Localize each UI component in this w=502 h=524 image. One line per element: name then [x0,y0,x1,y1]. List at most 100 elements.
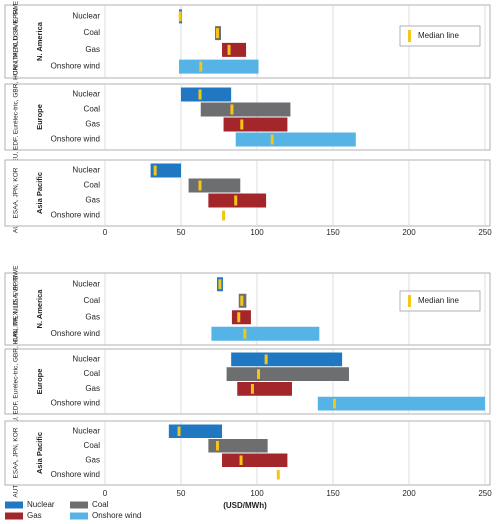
range-bar [222,453,288,467]
category-label: Onshore wind [51,211,100,220]
median-line [177,426,181,436]
category-label: Onshore wind [51,470,100,479]
median-legend-label: Median line [418,31,459,40]
category-label: Coal [84,105,101,114]
legend-swatch [70,501,88,509]
legend-swatch [5,512,23,520]
x-tick-label: 100 [250,228,264,237]
x-tick-label: 250 [478,489,492,498]
x-tick-label: 0 [103,228,108,237]
range-bar [231,352,343,367]
region-label: Europe [35,104,44,130]
x-tick-label: 50 [177,489,186,498]
region-label: Asia Pacific [35,172,44,214]
median-legend-swatch [408,295,411,307]
range-bar [168,424,223,438]
median-line [198,89,202,100]
country-list: ESAA, JPN, KOR [13,427,20,478]
category-label: Coal [84,441,101,450]
country-list: CAN, MEX, USA, EPRI [13,275,20,342]
category-label: Onshore wind [51,329,100,338]
category-label: Nuclear [72,90,100,99]
median-line [198,180,202,191]
median-line [215,28,219,39]
x-tick-label: 150 [326,489,340,498]
country-list: AUT, BEL, CHE, CZE, DEU, EDF, Eurélec-tr… [13,265,20,498]
category-label: Coal [84,296,101,305]
range-bar [188,178,241,193]
median-line [243,328,247,339]
median-legend-label: Median line [418,296,459,305]
range-bar [223,117,288,132]
category-label: Onshore wind [51,135,100,144]
range-bar [200,102,291,117]
region-label: Europe [35,369,44,395]
median-line [230,104,234,115]
category-label: Gas [85,45,100,54]
category-label: Gas [85,455,100,464]
range-bar [181,87,232,102]
region-label: N. America [35,289,44,329]
range-bar [179,59,259,74]
median-line [264,354,268,365]
range-bar [226,367,349,381]
category-label: Onshore wind [51,62,100,71]
range-bar [231,310,251,325]
category-label: Coal [84,28,101,37]
median-legend-box [399,290,481,312]
x-tick-label: 0 [103,489,108,498]
range-bar [208,193,267,208]
category-label: Onshore wind [51,399,100,408]
range-bar [235,132,356,147]
range-bar [211,326,320,341]
x-tick-label: 100 [250,489,264,498]
country-list: ESAA, JPN, KOR [13,167,20,218]
region-label: N. America [35,21,44,61]
category-label: Nuclear [72,354,100,363]
category-label: Nuclear [72,166,100,175]
median-line [199,61,203,72]
median-line [250,384,254,394]
median-line [215,441,219,451]
median-line [237,312,241,323]
country-list: CAN, MEX, USA, EPRI [13,8,20,75]
category-label: Nuclear [72,426,100,435]
range-bar [237,382,292,396]
legend-swatch [5,501,23,509]
range-bar [222,42,247,57]
median-line [276,470,280,480]
median-line [234,195,238,206]
category-label: Nuclear [72,11,100,20]
median-line [240,295,244,306]
median-legend-swatch [408,30,411,42]
median-line [222,210,226,221]
legend-label: Gas [27,511,42,520]
range-bar [150,163,181,178]
category-label: Gas [85,196,100,205]
legend-label: Onshore wind [92,511,141,520]
category-label: Nuclear [72,279,100,288]
median-line [227,44,231,55]
range-bar [317,396,485,411]
x-axis-label: (USD/MWh) [223,501,267,510]
median-line [333,398,337,409]
median-line [270,134,274,145]
median-line [257,369,261,379]
x-tick-label: 200 [402,489,416,498]
country-list: AUT, BEL, CHE, CZE, DEU, EDF, Eurélec-tr… [13,0,20,233]
median-line [239,455,243,465]
median-legend-box [399,25,481,47]
category-label: Gas [85,312,100,321]
category-label: Gas [85,384,100,393]
x-tick-label: 50 [177,228,186,237]
x-tick-label: 150 [326,228,340,237]
x-tick-label: 200 [402,228,416,237]
median-line [178,11,182,22]
category-label: Gas [85,120,100,129]
legend-label: Coal [92,500,109,509]
median-line [240,119,244,130]
region-label: Asia Pacific [35,432,44,474]
range-bar [208,439,268,453]
median-line [218,279,222,290]
